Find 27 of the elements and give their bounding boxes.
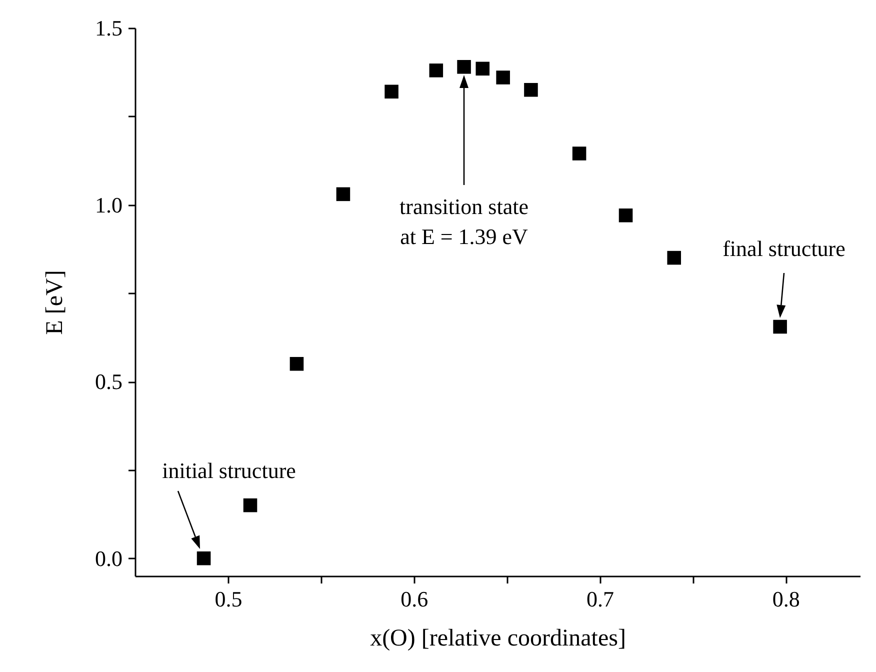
point [429,64,444,78]
annotation: initial structure [162,458,296,483]
y-axis-title: E [eV] [42,270,68,335]
point [524,82,538,97]
y-tick-label: 1.5 [95,16,122,40]
point [457,60,471,74]
annotation: transition state at E = 1.39 eV [400,194,528,249]
annotation: final structure [722,236,846,261]
point [243,498,258,512]
point [572,146,586,160]
point [773,320,787,334]
x-tick-label: 0.5 [214,586,242,612]
x-tick-label: 0.6 [400,586,428,612]
x-tick-label: 0.7 [586,586,614,612]
point [476,62,490,76]
point [618,208,633,222]
point [667,250,681,265]
y-tick-label: 0.0 [95,546,122,571]
x-tick-label: 0.8 [772,586,800,612]
point [196,551,211,566]
x-axis-title: x(O) [relative coordinates] [370,626,626,652]
point [290,356,304,371]
point [496,70,510,84]
point [384,84,398,99]
y-tick-label: 1.0 [95,192,122,218]
y-tick-label: 0.5 [95,369,122,394]
point [336,187,350,202]
